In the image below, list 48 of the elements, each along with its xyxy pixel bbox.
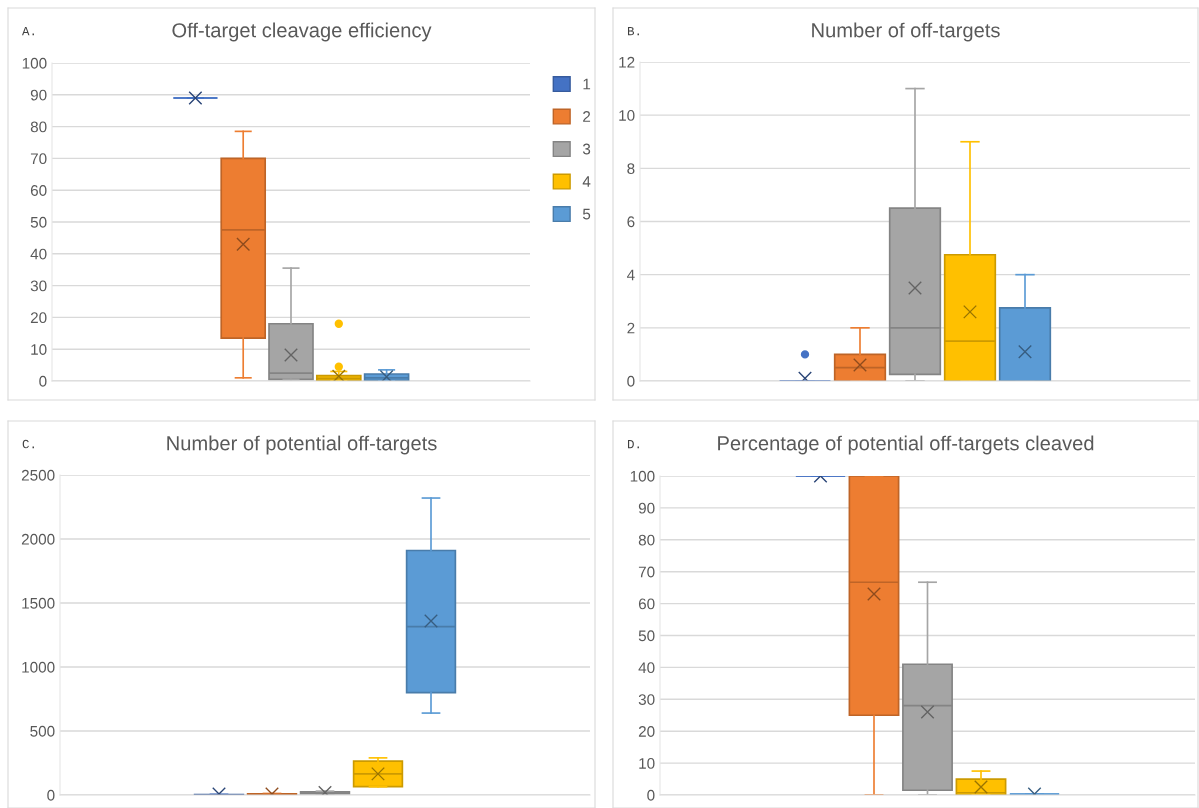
y-tick-label: 50: [30, 216, 47, 228]
y-tick-label: 30: [638, 694, 655, 705]
y-tick-label: 20: [30, 312, 47, 324]
y-tick-label: 70: [30, 153, 47, 165]
y-tick-label: 50: [638, 630, 655, 642]
chart-title: Off-target cleavage efficiency: [172, 22, 432, 42]
y-tick-label: 70: [638, 566, 655, 578]
y-tick-label: 12: [619, 56, 635, 68]
y-tick-label: 90: [30, 89, 47, 101]
y-tick-label: 10: [619, 110, 635, 121]
y-tick-label: 10: [639, 757, 655, 769]
y-tick-label: 60: [638, 598, 655, 610]
y-tick-label: 80: [638, 534, 655, 546]
chart-title: Number of potential off-targets: [167, 435, 437, 455]
text: C.: [22, 439, 34, 449]
y-tick-label: 100: [630, 470, 655, 482]
y-tick-label: 6: [627, 216, 635, 228]
text: A.: [22, 27, 34, 36]
legend-label: 2: [583, 111, 591, 122]
legend-label: 3: [582, 143, 591, 155]
y-tick-label: 0: [647, 789, 655, 801]
text: D.: [627, 440, 639, 449]
y-tick-label: 4: [626, 269, 635, 281]
y-tick-label: 60: [30, 185, 47, 196]
y-tick-label: 100: [22, 57, 47, 69]
y-tick-label: 0: [39, 375, 47, 387]
y-tick-label: 1500: [22, 597, 55, 609]
y-tick-label: 30: [30, 280, 47, 292]
legend-label: 1: [583, 78, 591, 90]
y-tick-label: 0: [47, 789, 55, 801]
chart-title: Percentage of potential off-targets cleaved: [718, 435, 1094, 455]
text: B.: [627, 27, 639, 36]
y-tick-label: 10: [31, 344, 47, 355]
y-tick-label: 40: [638, 662, 655, 674]
y-tick-label: 0: [627, 375, 635, 387]
y-tick-label: 1000: [22, 661, 55, 673]
y-tick-label: 90: [638, 502, 655, 514]
legend-label: 4: [582, 176, 591, 187]
y-tick-label: 40: [30, 248, 47, 260]
y-tick-label: 500: [30, 725, 55, 737]
y-tick-label: 2000: [21, 533, 55, 545]
y-tick-label: 2: [627, 322, 635, 334]
chart-title: Number of off-targets: [812, 22, 1000, 42]
y-tick-label: 8: [627, 163, 635, 175]
y-tick-label: 20: [638, 726, 655, 737]
legend-label: 5: [582, 208, 591, 220]
y-tick-label: 2500: [21, 469, 55, 481]
y-tick-label: 80: [30, 121, 47, 133]
